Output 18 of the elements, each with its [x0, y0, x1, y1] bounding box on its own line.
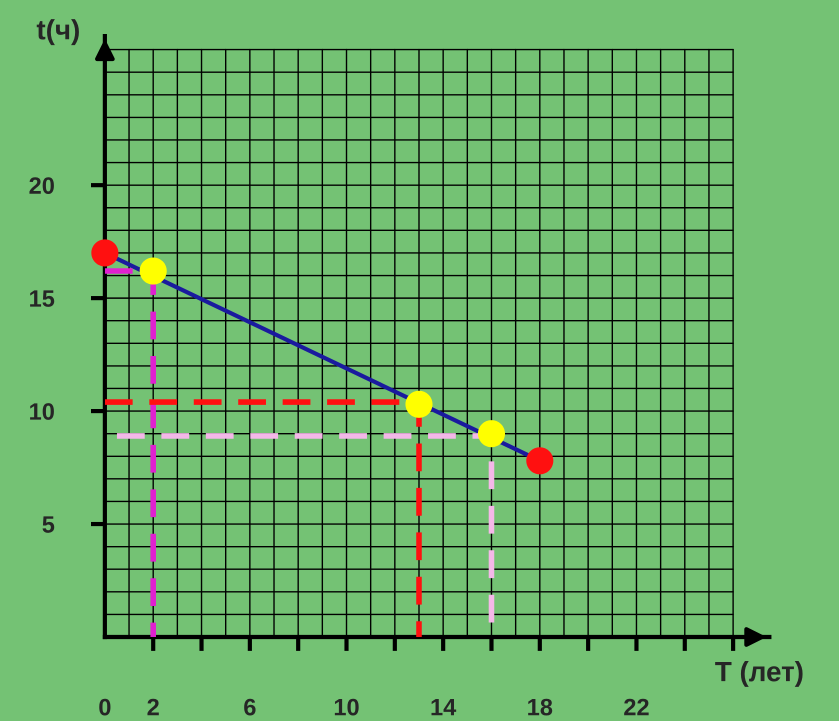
- x-tick-label: 0: [99, 698, 110, 716]
- x-tick-label: 22: [624, 698, 649, 716]
- point: [478, 420, 506, 448]
- y-tick-label: 15: [30, 290, 54, 307]
- x-tick-label: 6: [244, 698, 256, 716]
- point: [526, 447, 554, 474]
- x-tick-label: 2: [147, 698, 159, 716]
- x-tick-label: 10: [334, 698, 359, 716]
- point: [140, 257, 167, 285]
- y-axis-title: t(ч): [36, 19, 79, 46]
- y-tick-label: 20: [29, 177, 54, 194]
- y-tick-label: 5: [42, 516, 54, 533]
- x-tick-label: 14: [432, 698, 456, 716]
- x-axis-title: T (лет): [715, 661, 803, 687]
- x-tick-label: 18: [528, 698, 552, 716]
- y-tick-label: 10: [30, 403, 54, 420]
- point: [405, 390, 433, 418]
- point: [91, 239, 118, 266]
